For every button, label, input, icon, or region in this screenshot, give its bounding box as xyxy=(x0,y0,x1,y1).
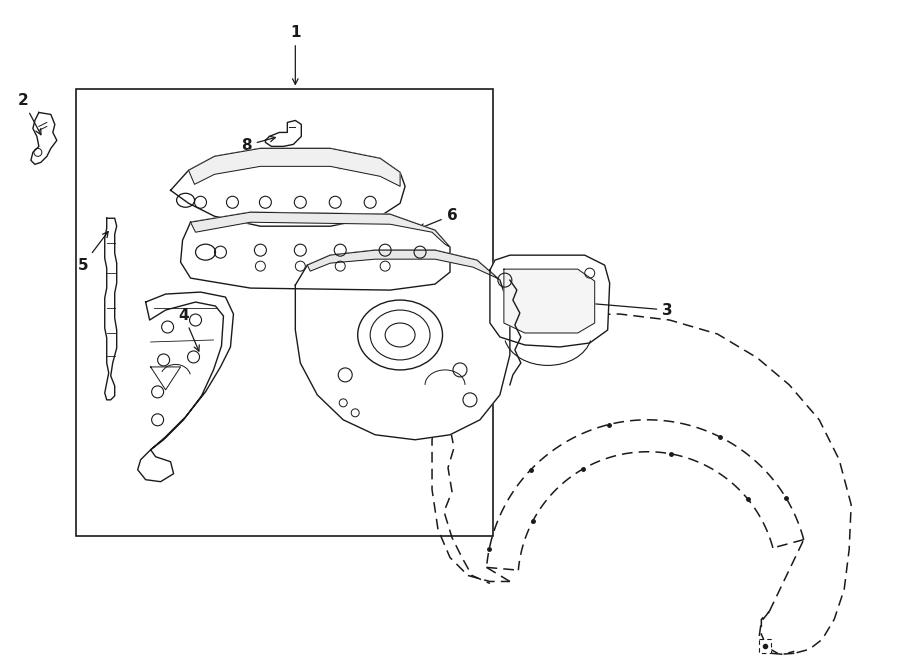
Polygon shape xyxy=(490,255,609,347)
Polygon shape xyxy=(266,120,302,146)
Text: 6: 6 xyxy=(418,208,457,229)
Text: 3: 3 xyxy=(554,298,673,317)
Polygon shape xyxy=(104,218,117,400)
Polygon shape xyxy=(138,292,233,482)
Polygon shape xyxy=(295,250,510,440)
Text: 7: 7 xyxy=(335,161,381,176)
Polygon shape xyxy=(191,212,450,247)
Polygon shape xyxy=(31,112,57,165)
Bar xyxy=(760,639,771,653)
Polygon shape xyxy=(504,269,595,333)
Text: 8: 8 xyxy=(241,136,275,153)
Text: 4: 4 xyxy=(178,307,199,351)
Text: 1: 1 xyxy=(290,25,301,85)
Bar xyxy=(76,89,493,535)
Text: 5: 5 xyxy=(77,231,108,272)
Polygon shape xyxy=(189,148,400,186)
Polygon shape xyxy=(171,148,405,226)
Text: 2: 2 xyxy=(17,93,40,135)
Polygon shape xyxy=(181,212,450,290)
Polygon shape xyxy=(307,250,500,280)
